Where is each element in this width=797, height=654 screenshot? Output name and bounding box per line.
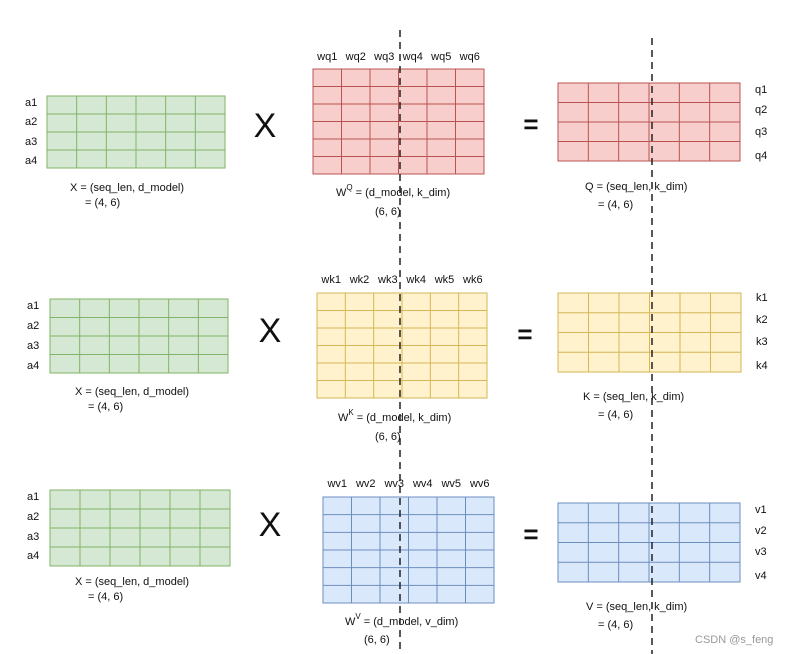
col-label: wv6 bbox=[469, 478, 490, 490]
col-label: wv4 bbox=[412, 478, 433, 490]
matrix-caption: Q = (seq_len, k_dim) bbox=[585, 181, 687, 193]
col-label: wv2 bbox=[355, 478, 376, 490]
matrix-shape: (6, 6) bbox=[375, 206, 401, 218]
col-label: wk3 bbox=[377, 274, 398, 286]
symbol: W bbox=[338, 412, 349, 424]
row-label: v1 bbox=[755, 504, 767, 516]
row-label: v3 bbox=[755, 546, 767, 558]
matrix-caption: WV = (d_model, v_dim) bbox=[345, 612, 458, 628]
matrix-shape: = (4, 6) bbox=[598, 619, 633, 631]
matrix bbox=[316, 292, 488, 399]
operator: X bbox=[259, 312, 282, 350]
caption-text: = (d_model, k_dim) bbox=[354, 412, 452, 424]
col-label: wk1 bbox=[320, 274, 341, 286]
row-label: q4 bbox=[755, 150, 767, 162]
col-label: wq6 bbox=[459, 51, 480, 63]
matrix bbox=[312, 68, 485, 175]
col-label: wk2 bbox=[349, 274, 370, 286]
row-label: a1 bbox=[25, 97, 37, 109]
watermark: CSDN @s_feng bbox=[695, 634, 773, 646]
caption-text: = (d_model, v_dim) bbox=[361, 616, 459, 628]
matrix-shape: (6, 6) bbox=[375, 431, 401, 443]
matrix bbox=[49, 489, 231, 567]
row-label: k4 bbox=[756, 360, 768, 372]
matrix bbox=[557, 502, 741, 583]
matrix-shape: (6, 6) bbox=[364, 634, 390, 646]
matrix-shape: = (4, 6) bbox=[85, 197, 120, 209]
operator: X bbox=[254, 107, 277, 145]
col-label: wv5 bbox=[440, 478, 461, 490]
matrix-caption: WQ = (d_model, k_dim) bbox=[336, 183, 450, 199]
col-label: wq2 bbox=[345, 51, 366, 63]
symbol: W bbox=[345, 616, 356, 628]
col-label: wk4 bbox=[405, 274, 426, 286]
row-label: q1 bbox=[755, 84, 767, 96]
col-label: wk6 bbox=[462, 274, 483, 286]
row-label: k2 bbox=[756, 314, 768, 326]
operator: X bbox=[259, 506, 282, 544]
matrix bbox=[557, 82, 741, 162]
matrix-caption: X = (seq_len, d_model) bbox=[75, 576, 189, 588]
matrix-shape: = (4, 6) bbox=[88, 591, 123, 603]
matrix-caption: X = (seq_len, d_model) bbox=[70, 182, 184, 194]
matrix-shape: = (4, 6) bbox=[598, 199, 633, 211]
matrix bbox=[49, 298, 229, 374]
col-label: wq5 bbox=[430, 51, 451, 63]
caption-text: = (d_model, k_dim) bbox=[353, 187, 451, 199]
row-label: a4 bbox=[25, 155, 37, 167]
matrix bbox=[557, 292, 742, 373]
row-label: a2 bbox=[27, 320, 39, 332]
row-label: a2 bbox=[25, 116, 37, 128]
equals: = bbox=[517, 319, 532, 349]
row-label: a3 bbox=[27, 531, 39, 543]
row-label: a1 bbox=[27, 300, 39, 312]
row-label: a4 bbox=[27, 550, 39, 562]
row-label: k1 bbox=[756, 292, 768, 304]
col-label: wq3 bbox=[373, 51, 394, 63]
row-label: q3 bbox=[755, 126, 767, 138]
matrix-caption: X = (seq_len, d_model) bbox=[75, 386, 189, 398]
row-label: v4 bbox=[755, 570, 767, 582]
matrix-caption: V = (seq_len, k_dim) bbox=[586, 601, 687, 613]
matrix bbox=[322, 496, 495, 604]
superscript: V bbox=[355, 612, 361, 621]
superscript: K bbox=[348, 408, 354, 417]
row-label: a3 bbox=[27, 340, 39, 352]
row-label: a3 bbox=[25, 136, 37, 148]
equals: = bbox=[523, 109, 538, 139]
col-label: wk5 bbox=[434, 274, 455, 286]
matrix-caption: K = (seq_len, k_dim) bbox=[583, 391, 684, 403]
row-label: q2 bbox=[755, 104, 767, 116]
col-label: wv1 bbox=[326, 478, 347, 490]
row-label: a4 bbox=[27, 360, 39, 372]
matrix-caption: WK = (d_model, k_dim) bbox=[338, 408, 451, 424]
row-label: a1 bbox=[27, 491, 39, 503]
superscript: Q bbox=[346, 183, 352, 192]
col-label: wq1 bbox=[316, 51, 337, 63]
matrix-shape: = (4, 6) bbox=[88, 401, 123, 413]
symbol: W bbox=[336, 187, 347, 199]
col-label: wq4 bbox=[402, 51, 423, 63]
row-label: a2 bbox=[27, 511, 39, 523]
matrix bbox=[46, 95, 226, 169]
equals: = bbox=[523, 519, 538, 549]
matrix-shape: = (4, 6) bbox=[598, 409, 633, 421]
col-label: wv3 bbox=[383, 478, 404, 490]
row-label: v2 bbox=[755, 525, 767, 537]
row-label: k3 bbox=[756, 336, 768, 348]
